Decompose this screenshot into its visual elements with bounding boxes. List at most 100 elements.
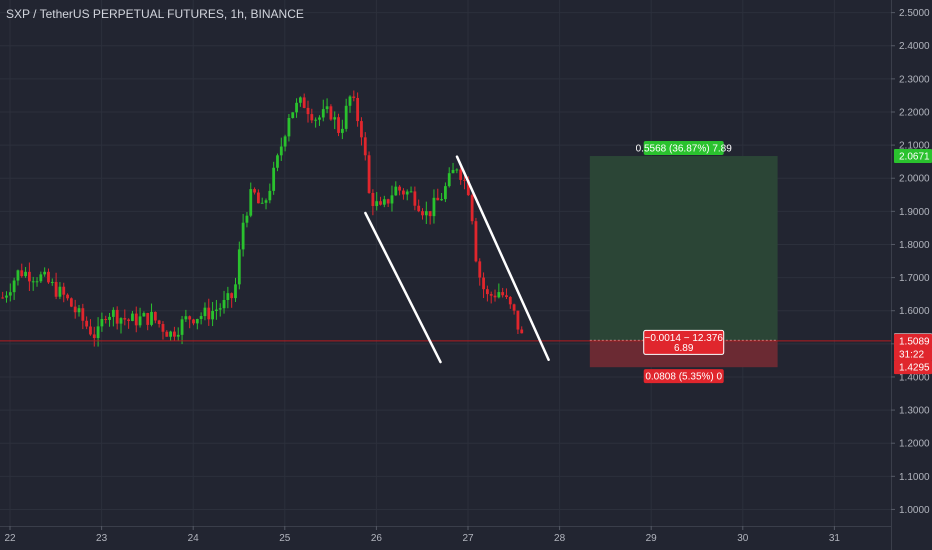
candle-body	[199, 316, 203, 320]
candle-body	[241, 222, 245, 250]
candle-body	[344, 105, 348, 129]
candle-body	[66, 294, 69, 299]
candle-body	[436, 197, 440, 201]
candle-body	[333, 117, 337, 120]
candle-body	[279, 146, 283, 156]
candle-body	[398, 186, 402, 191]
stop-label-text: 0.0808 (5.35%) 0	[645, 372, 722, 383]
candle-body	[340, 128, 344, 133]
candle-body	[207, 307, 211, 320]
candle-body	[245, 215, 249, 223]
candle-body	[16, 270, 20, 281]
candle-body	[459, 169, 463, 180]
candle-body	[138, 316, 142, 326]
candlestick-series	[1, 90, 524, 347]
candle-body	[268, 190, 272, 201]
candle-body	[424, 211, 428, 216]
target-label: 0.5568 (36.87%) 7.89	[636, 141, 733, 156]
candle-body	[390, 195, 394, 204]
candle-body	[165, 331, 169, 337]
candle-body	[413, 191, 417, 206]
candle-body	[35, 281, 39, 283]
price-tick-label: 2.1000	[899, 141, 930, 152]
candle-body	[234, 284, 237, 299]
candle-body	[440, 199, 443, 201]
candle-body	[43, 271, 47, 275]
price-badge-label: 2.0671	[899, 152, 930, 163]
candle-body	[474, 221, 478, 262]
candle-body	[276, 155, 279, 168]
candle-body	[226, 293, 230, 300]
position-labels: 0.5568 (36.87%) 7.89 −0.0014 − 12.3766.89…	[636, 141, 733, 384]
price-tick-label: 1.7000	[899, 273, 930, 284]
target-label-text: 0.5568 (36.87%) 7.89	[636, 144, 733, 155]
candle-body	[173, 331, 176, 337]
candle-body	[455, 169, 459, 171]
candle-body	[134, 313, 138, 326]
price-tick-label: 1.8000	[899, 240, 930, 251]
candle-body	[295, 102, 298, 113]
price-badge-label: 1.4295	[899, 363, 930, 374]
candle-body	[505, 295, 508, 298]
candle-body	[356, 97, 360, 122]
candle-body	[508, 297, 512, 305]
candle-body	[428, 211, 432, 217]
candle-body	[146, 313, 150, 325]
candle-body	[176, 334, 180, 337]
price-badge	[894, 346, 932, 361]
candle-body	[12, 280, 16, 293]
candle-body	[20, 270, 24, 277]
candle-body	[493, 295, 497, 298]
candle-body	[24, 271, 27, 277]
candle-body	[444, 186, 447, 200]
falling-wedge-trendlines[interactable]	[364, 155, 550, 364]
price-tick-label: 2.2000	[899, 107, 930, 118]
candle-body	[463, 179, 466, 181]
entry-label-text: −0.0014 − 12.376	[645, 333, 724, 344]
candle-body	[352, 96, 356, 98]
candle-body	[302, 97, 306, 108]
candle-body	[47, 271, 50, 283]
profit-zone[interactable]	[589, 156, 778, 341]
trendline[interactable]	[364, 211, 442, 364]
candle-body	[77, 308, 81, 313]
time-tick-label: 29	[646, 533, 658, 544]
candle-body	[108, 316, 111, 320]
price-axis[interactable]: 2.5000 2.4000 2.3000 2.2000 2.1000 2.0000 1.90…	[891, 0, 932, 550]
time-axis[interactable]: 22 23 24 25 26 27 28 29 30 31	[0, 526, 891, 544]
candle-body	[184, 316, 188, 320]
trendline[interactable]	[455, 155, 550, 361]
candle-body	[367, 155, 371, 193]
candle-body	[218, 308, 222, 310]
chart-title: SXP / TetherUS PERPETUAL FUTURES, 1h, BI…	[6, 7, 304, 21]
price-badge	[894, 149, 932, 164]
candle-body	[360, 121, 363, 138]
price-badge-label: 1.5089	[899, 336, 930, 347]
candle-body	[169, 331, 173, 337]
candle-body	[211, 310, 214, 320]
candle-body	[451, 169, 455, 174]
candle-body	[470, 195, 474, 222]
price-badge	[894, 333, 932, 348]
candle-body	[39, 274, 43, 282]
candle-body	[421, 211, 424, 216]
candle-body	[8, 292, 12, 296]
candle-body	[89, 326, 92, 335]
candle-body	[478, 261, 482, 278]
candle-body	[337, 117, 340, 133]
candle-body	[382, 199, 386, 205]
candle-body	[249, 189, 253, 216]
candle-body	[104, 318, 108, 320]
candle-body	[62, 286, 66, 295]
candle-body	[230, 293, 234, 299]
price-tick-label: 1.3000	[899, 406, 930, 417]
candle-body	[192, 319, 195, 324]
candle-body	[115, 309, 119, 324]
time-tick-label: 24	[188, 533, 200, 544]
candle-body	[253, 189, 256, 193]
candle-body	[329, 106, 333, 120]
candle-body	[501, 292, 505, 296]
